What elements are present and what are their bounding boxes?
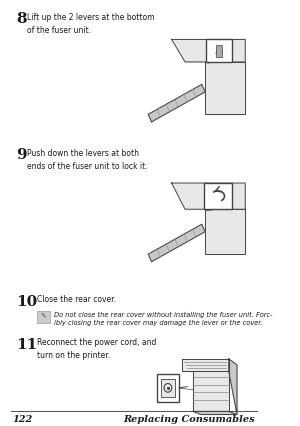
Bar	[38, 311, 50, 323]
Polygon shape	[148, 85, 205, 123]
Text: Replacing Consumables: Replacing Consumables	[123, 414, 255, 423]
Text: Close the rear cover.: Close the rear cover.	[38, 294, 116, 303]
Polygon shape	[172, 184, 245, 210]
Bar	[204, 184, 232, 210]
Polygon shape	[182, 359, 229, 371]
Text: 11: 11	[16, 337, 37, 351]
Polygon shape	[148, 225, 205, 262]
Text: Lift up the 2 levers at the bottom
of the fuser unit.: Lift up the 2 levers at the bottom of th…	[27, 13, 154, 35]
Text: 10: 10	[16, 294, 37, 308]
Text: 8: 8	[16, 12, 27, 26]
Polygon shape	[193, 371, 229, 412]
Text: 9: 9	[16, 147, 27, 161]
Text: Reconnect the power cord, and
turn on the printer.: Reconnect the power cord, and turn on th…	[38, 337, 157, 359]
Text: Do not close the rear cover without installing the fuser unit. Forc-
ibly closin: Do not close the rear cover without inst…	[53, 311, 272, 325]
Text: ✎: ✎	[41, 312, 46, 318]
Bar	[217, 46, 222, 58]
Polygon shape	[172, 40, 245, 63]
Polygon shape	[205, 210, 245, 255]
Text: 122: 122	[13, 414, 33, 423]
Bar	[206, 40, 232, 63]
Bar	[161, 379, 175, 397]
Polygon shape	[229, 359, 237, 414]
Bar	[157, 374, 179, 402]
Polygon shape	[205, 63, 245, 115]
Polygon shape	[193, 412, 237, 414]
Text: Push down the levers at both
ends of the fuser unit to lock it.: Push down the levers at both ends of the…	[27, 149, 147, 171]
